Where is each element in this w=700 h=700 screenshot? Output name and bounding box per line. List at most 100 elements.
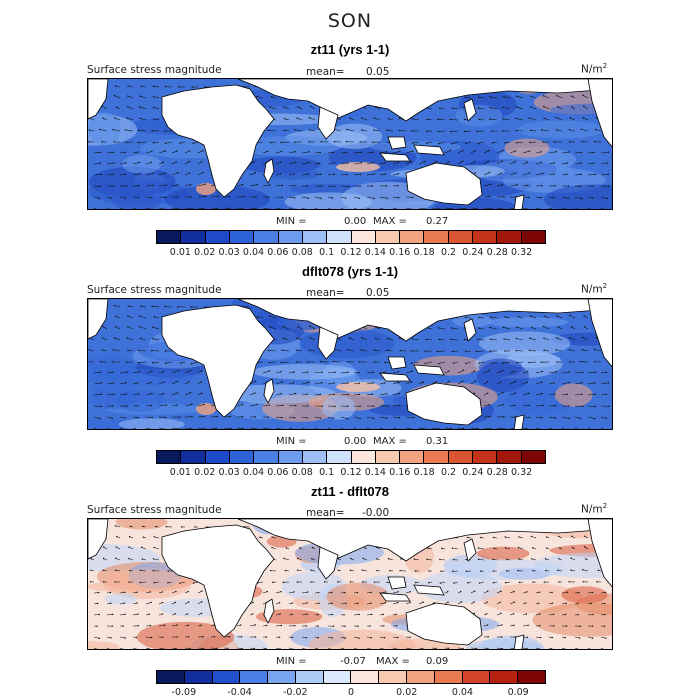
wind-arrow [171, 392, 178, 396]
wind-arrow-head [306, 417, 308, 419]
wind-arrow-head [164, 142, 167, 144]
land-mass [161, 304, 275, 418]
wind-arrow [582, 337, 589, 341]
wind-arrow-head [112, 382, 115, 384]
wind-arrow-head [358, 393, 361, 396]
wind-arrow-head [266, 150, 269, 153]
wind-arrow [184, 381, 189, 385]
stress-field-patch [104, 593, 137, 605]
wind-arrow [438, 361, 446, 364]
wind-arrow [93, 636, 100, 639]
wind-arrow-head [383, 625, 385, 627]
land-mass [379, 592, 411, 602]
colorbar-swatch [278, 231, 303, 243]
wind-arrow [327, 196, 333, 199]
colorbar-swatch [407, 671, 435, 683]
wind-arrow [470, 380, 477, 385]
colorbar-tick-label: 0.08 [291, 467, 313, 478]
wind-arrow-head [90, 558, 92, 560]
wind-arrow-head [500, 172, 503, 174]
wind-arrow [561, 162, 568, 165]
wind-arrow [583, 117, 589, 121]
wind-arrow-head [359, 405, 361, 407]
wind-arrow-head [191, 86, 193, 88]
wind-arrow-head [139, 581, 141, 584]
wind-arrow-head [103, 546, 105, 548]
wind-arrow [548, 207, 553, 209]
panel-2-title: dflt078 (yrs 1-1) [301, 264, 399, 279]
wind-arrow-head [345, 141, 348, 143]
stress-field-patch [504, 138, 550, 158]
land-mass [387, 356, 407, 370]
wind-arrow [569, 349, 576, 352]
wind-arrow [132, 371, 140, 374]
wind-arrow [171, 161, 177, 165]
wind-arrow-head [569, 141, 571, 143]
wind-arrow-head [291, 613, 294, 616]
wind-arrow-head [360, 151, 363, 153]
colorbar-tick-label: 0.24 [462, 247, 484, 258]
wind-arrow-head [578, 591, 580, 594]
wind-arrow-head [268, 208, 271, 209]
wind-arrow-head [463, 107, 465, 109]
wind-arrow [504, 316, 511, 319]
wind-arrow-head [291, 636, 294, 639]
wind-arrow [505, 141, 511, 144]
wind-arrow-head [99, 185, 101, 188]
wind-arrow-head [113, 141, 116, 143]
panel-3-min-label: MIN = [276, 656, 307, 667]
wind-arrow [373, 129, 381, 132]
wind-arrow [437, 119, 446, 121]
wind-arrow-head [570, 326, 573, 328]
wind-arrow-head [99, 417, 101, 420]
wind-arrow-head [411, 338, 414, 340]
wind-arrow-head [270, 569, 272, 572]
wind-arrow-head [359, 185, 361, 187]
wind-arrow-head [124, 151, 127, 153]
wind-arrow [340, 207, 344, 209]
wind-arrow [405, 647, 411, 649]
colorbar-tick-label: 0.14 [364, 247, 386, 258]
wind-arrow-head [241, 647, 243, 649]
wind-arrow-head [163, 648, 165, 649]
wind-arrow-head [152, 184, 154, 187]
wind-arrow [450, 119, 459, 121]
wind-arrow [184, 207, 193, 209]
colorbar-swatch [490, 671, 519, 683]
wind-arrow [145, 382, 151, 385]
wind-arrow-head [318, 602, 320, 604]
wind-arrow-head [241, 416, 244, 418]
wind-arrow-head [318, 591, 320, 594]
wind-arrow-head [531, 326, 533, 329]
wind-arrow-head [151, 305, 153, 308]
wind-arrow [284, 130, 290, 132]
wind-arrow [496, 381, 501, 385]
wind-arrow-head [180, 526, 183, 528]
wind-arrow [262, 184, 270, 187]
wind-arrow-head [332, 360, 335, 363]
wind-arrow-head [189, 391, 192, 394]
wind-arrow-head [569, 117, 571, 119]
wind-arrow [556, 95, 563, 99]
wind-arrow [535, 427, 541, 429]
wind-arrow [479, 581, 485, 584]
wind-arrow-head [372, 417, 375, 420]
stress-field-patch [103, 569, 192, 600]
wind-arrow [256, 141, 264, 144]
wind-arrow-head [331, 591, 333, 594]
wind-arrow [158, 381, 164, 385]
wind-arrow-head [187, 636, 190, 638]
wind-arrow-head [581, 371, 584, 373]
wind-arrow-head [515, 326, 518, 328]
wind-arrow [379, 602, 386, 605]
wind-arrow [405, 207, 412, 209]
wind-arrow-head [308, 151, 310, 153]
wind-arrow-head [450, 327, 453, 329]
wind-arrow-head [373, 361, 375, 363]
wind-arrow-head [100, 382, 103, 384]
stress-field-patch [487, 317, 568, 328]
wind-arrow-head [411, 196, 414, 199]
wind-arrow [93, 372, 101, 374]
wind-arrow-head [604, 613, 606, 616]
wind-arrow-head [155, 525, 157, 528]
